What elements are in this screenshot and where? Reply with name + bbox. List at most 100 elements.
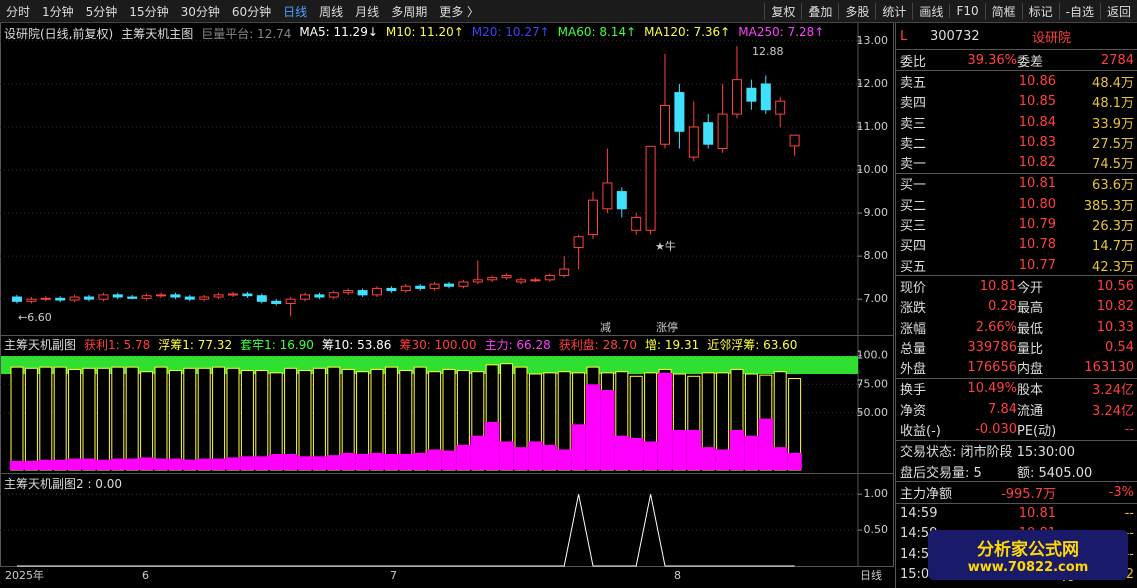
main-force-bar xyxy=(110,458,125,470)
tool-button[interactable]: 统计 xyxy=(875,2,912,20)
main-force-bar xyxy=(657,372,673,470)
cell: 10.81 xyxy=(1018,176,1056,192)
float-bar xyxy=(240,370,254,471)
row: 买五 10.77 42.3万 xyxy=(896,255,1137,275)
candle-body xyxy=(602,182,613,210)
tab[interactable]: 日线 xyxy=(283,4,308,19)
signal-line xyxy=(17,494,795,567)
legend-item: M10: 11.20↑ xyxy=(385,25,464,39)
main-force-bar xyxy=(585,384,601,470)
cell: 3.24亿 xyxy=(1092,403,1134,419)
cell: 63.6万 xyxy=(1092,178,1134,194)
toolbar: 分时 1分钟 5分钟 15分钟 30分钟 60分钟 日线 周线 月线 多周期 更多 〉 复权 叠加 多股统… xyxy=(0,0,1137,23)
tool-button[interactable]: 叠加 xyxy=(801,2,838,20)
y-tick-label: 9.00 xyxy=(864,206,889,219)
cell: 设研院 xyxy=(1032,30,1072,46)
candle-body xyxy=(746,87,757,102)
cell: 10.83 xyxy=(1018,134,1056,150)
float-bar xyxy=(82,367,96,471)
quote-panel: L 300732 设研院 委比 39.36% 委差 2784 卖五 10.86 48.4万 卖四 10… xyxy=(895,23,1137,588)
row: 涨幅 2.66% 最低 10.33 xyxy=(896,317,1137,337)
x-label: 8 xyxy=(674,569,681,582)
candle-body xyxy=(717,113,728,150)
main-force-bar xyxy=(499,441,514,470)
tool-button[interactable]: 画线 xyxy=(912,2,949,20)
candle-body xyxy=(544,275,555,281)
cell: 总量 xyxy=(900,341,927,357)
candle-body xyxy=(415,285,426,289)
main-force-bar xyxy=(355,454,370,470)
candle-body xyxy=(84,296,94,300)
cell: 净资 xyxy=(900,403,927,419)
cell: 盘后交易量: 5 xyxy=(900,465,982,481)
float-bar xyxy=(312,367,326,471)
annotation: 减 xyxy=(600,321,611,334)
y-tick-label: 7.00 xyxy=(864,292,889,305)
tab[interactable]: 周线 xyxy=(319,4,344,19)
tab[interactable]: 60分钟 xyxy=(231,4,272,19)
cell: 48.4万 xyxy=(1092,75,1134,91)
candle-body xyxy=(328,292,339,298)
float-bar xyxy=(10,366,24,471)
row: 总量 339786 量比 0.54 xyxy=(896,337,1137,357)
cell: -- xyxy=(1124,421,1134,437)
main-force-bar xyxy=(182,459,197,470)
cell: 10.82 xyxy=(1096,299,1134,315)
tab[interactable]: 1分钟 xyxy=(42,4,74,19)
candle-body xyxy=(40,297,51,300)
cell: 10.82 xyxy=(1018,155,1056,171)
float-bar xyxy=(39,366,53,471)
main-force-bar xyxy=(153,458,169,470)
legend-item: 筹30: 100.00 xyxy=(399,338,477,352)
tool-button[interactable]: -自选 xyxy=(1058,2,1100,20)
candle-body xyxy=(588,199,598,236)
cell: 买二 xyxy=(900,198,927,214)
candle-body xyxy=(703,122,714,145)
tool-button[interactable]: 标记 xyxy=(1021,2,1059,20)
y-tick-label: 8.00 xyxy=(864,249,889,262)
tool-button[interactable]: F10 xyxy=(949,4,984,18)
tool-button[interactable]: 多股 xyxy=(838,2,875,20)
tab[interactable]: 多周期 xyxy=(391,4,428,19)
legend-item: 近邻浮筹: 63.60 xyxy=(707,338,798,352)
main-force-bar xyxy=(96,459,111,470)
legend-item: 设研院(日线,前复权) xyxy=(4,27,114,41)
main-force-bar xyxy=(528,441,543,470)
candle-body xyxy=(501,275,512,279)
tab[interactable]: 月线 xyxy=(355,4,380,19)
cell: 换手 xyxy=(900,383,927,399)
cell: 今开 xyxy=(1017,280,1044,296)
tab[interactable]: 更多 〉 xyxy=(439,4,480,19)
candle-body xyxy=(573,236,584,249)
candle-body xyxy=(789,134,800,147)
sub1-legend: 主筹天机副图 获利1: 5.78 浮筹1: 77.32 套牢1: 16.90 筹10: … xyxy=(4,336,797,353)
row: 主力净额 -995.7万 -3% xyxy=(896,481,1137,502)
tab[interactable]: 5分钟 xyxy=(85,4,118,19)
row: 卖二 10.83 27.5万 xyxy=(896,132,1137,152)
candle-body xyxy=(559,268,570,277)
cell: 10.49% xyxy=(967,381,1017,397)
cell: 74.5万 xyxy=(1092,157,1134,173)
cell: 33.9万 xyxy=(1092,116,1134,132)
tool-button[interactable]: 简框 xyxy=(984,2,1022,20)
tab[interactable]: 30分钟 xyxy=(180,4,220,19)
row: 盘后交易量: 5 额: 5405.00 xyxy=(896,461,1137,481)
main-force-bar xyxy=(614,435,629,470)
candle-body xyxy=(616,191,627,210)
tab[interactable]: 15分钟 xyxy=(129,4,169,19)
tool-button[interactable]: 复权 xyxy=(764,2,801,20)
main-force-bar xyxy=(686,430,701,470)
candle-body xyxy=(444,283,454,287)
row: 买一 10.81 63.6万 xyxy=(896,172,1137,194)
cell: 14.7万 xyxy=(1092,239,1134,255)
candle-body xyxy=(26,298,37,302)
cell: 委比 xyxy=(900,54,927,70)
cell: 内盘 xyxy=(1017,362,1044,378)
annotation: 12.88 xyxy=(752,45,784,58)
tab[interactable]: 分时 xyxy=(6,4,31,19)
candle-body xyxy=(660,104,670,145)
candle-body xyxy=(242,293,253,297)
tool-button[interactable]: 返回 xyxy=(1099,2,1137,20)
row: 委比 39.36% 委差 2784 xyxy=(896,49,1137,70)
